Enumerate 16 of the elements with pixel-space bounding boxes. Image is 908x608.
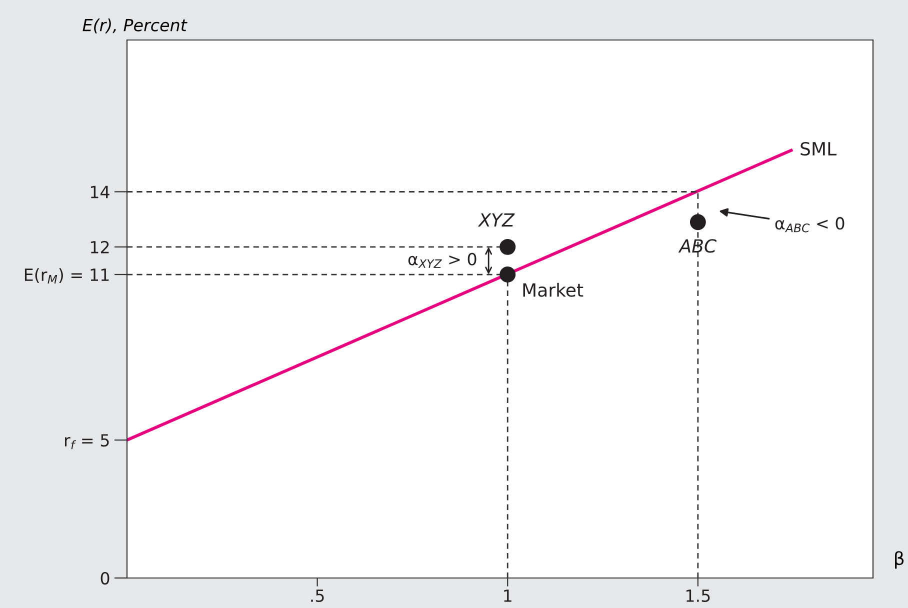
annotation: ABC [678,239,717,253]
x-axis-title: β [895,551,904,569]
y-tick-label: 14 [90,186,110,198]
y-tick-label: r$_{f}$ = 5 [65,434,109,450]
y-tick-label: 0 [100,572,110,585]
annotation: Market [523,282,584,297]
annotation: α$_{ABC}$ < 0 [775,217,844,232]
annotation: XYZ [478,213,515,226]
y-tick-label: 12 [90,240,109,254]
y-axis-title: E(r), Percent [82,18,188,34]
annotation: SML [800,142,837,156]
x-tick-label: .5 [311,590,324,602]
y-tick-label: E(r$_{M}$) = 11 [24,268,109,284]
annotation: α$_{XYZ}$ > 0 [408,252,476,268]
x-tick-label: 1 [504,590,512,602]
x-tick-label: 1.5 [686,590,710,602]
